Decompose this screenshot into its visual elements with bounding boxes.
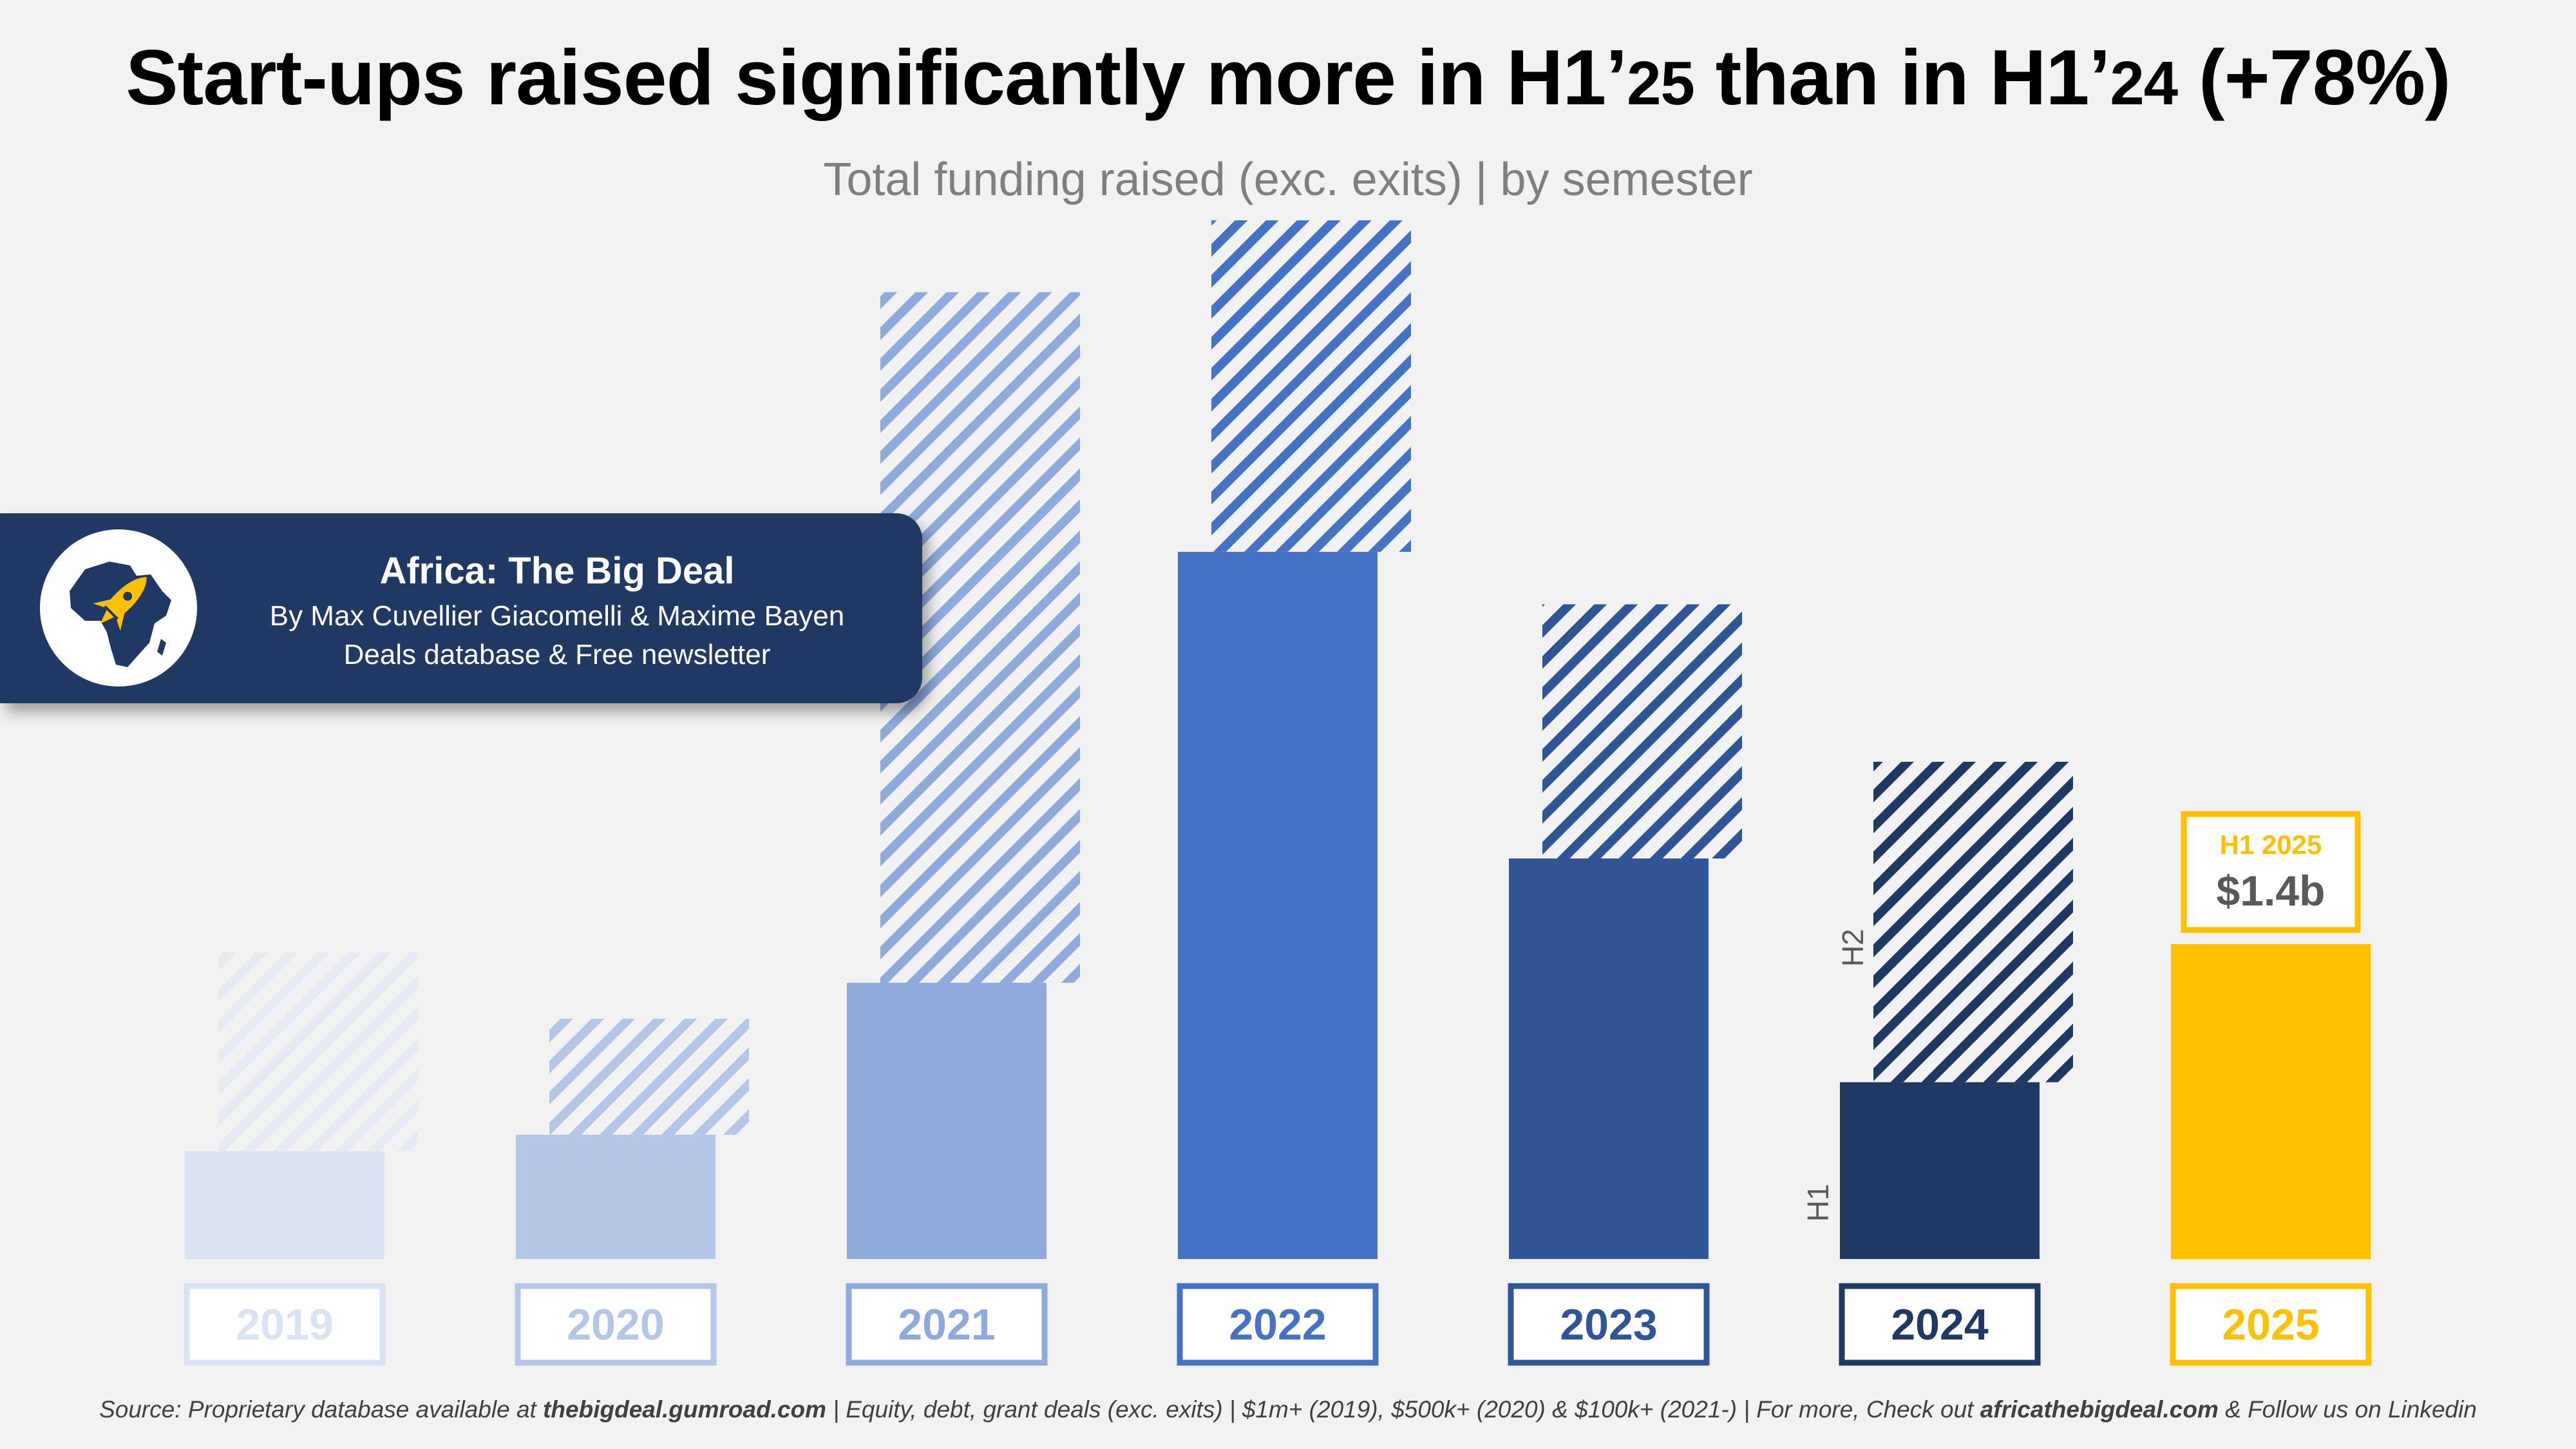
brand-banner: Africa: The Big Deal By Max Cuvellier Gi…: [0, 513, 922, 703]
africa-rocket-icon: [40, 529, 197, 687]
banner-authors: By Max Cuvellier Giacomelli & Maxime Bay…: [269, 600, 845, 632]
callout-box: [2181, 811, 2361, 933]
year-label: 2020: [567, 1300, 664, 1349]
year-label: 2024: [1891, 1300, 1988, 1349]
year-label: 2022: [1229, 1300, 1326, 1349]
chart-title: Start-ups raised significantly more in H…: [126, 33, 2450, 121]
year-label: 2025: [2222, 1300, 2319, 1349]
bar-h2-2024: [1873, 761, 2073, 1083]
year-label-box: [1177, 1283, 1379, 1366]
year-label-box: [1839, 1283, 2041, 1366]
chart-subtitle: Total funding raised (exc. exits) | by s…: [823, 154, 1753, 205]
banner-tagline: Deals database & Free newsletter: [343, 639, 771, 670]
year-label-box: [846, 1283, 1048, 1366]
bar-h2-2023: [1542, 604, 1742, 859]
database-link[interactable]: thebigdeal.gumroad.com: [543, 1396, 827, 1423]
segment-label-h2: H2: [1836, 929, 1870, 967]
bar-h1-2021: [847, 983, 1046, 1259]
year-label-box: [1508, 1283, 1710, 1366]
callout-label: H1 2025: [2220, 829, 2322, 860]
year-label-box: [2170, 1283, 2372, 1366]
segment-label-h1: H1: [1801, 1184, 1835, 1222]
bar-h1-2022: [1178, 551, 1378, 1259]
bar-h2-2020: [549, 1018, 749, 1135]
bar-h1-2023: [1509, 858, 1709, 1259]
bar-h1-2024: [1840, 1082, 2040, 1259]
year-label: 2023: [1560, 1300, 1657, 1349]
bar-h1-2025: [2171, 944, 2371, 1259]
year-label-box: [515, 1283, 717, 1366]
source-note: Source: Proprietary database available a…: [99, 1396, 2477, 1423]
year-label-box: [184, 1283, 386, 1366]
bar-h1-2020: [516, 1134, 715, 1259]
year-label: 2021: [898, 1300, 995, 1349]
site-link[interactable]: africathebigdeal.com: [1980, 1396, 2219, 1423]
year-label: 2019: [236, 1300, 333, 1349]
bar-h2-2022: [1211, 220, 1411, 552]
callout-value: $1.4b: [2217, 867, 2325, 914]
bar-h2-2019: [218, 952, 418, 1151]
bar-h1-2019: [185, 1151, 384, 1259]
banner-title: Africa: The Big Deal: [379, 550, 735, 592]
